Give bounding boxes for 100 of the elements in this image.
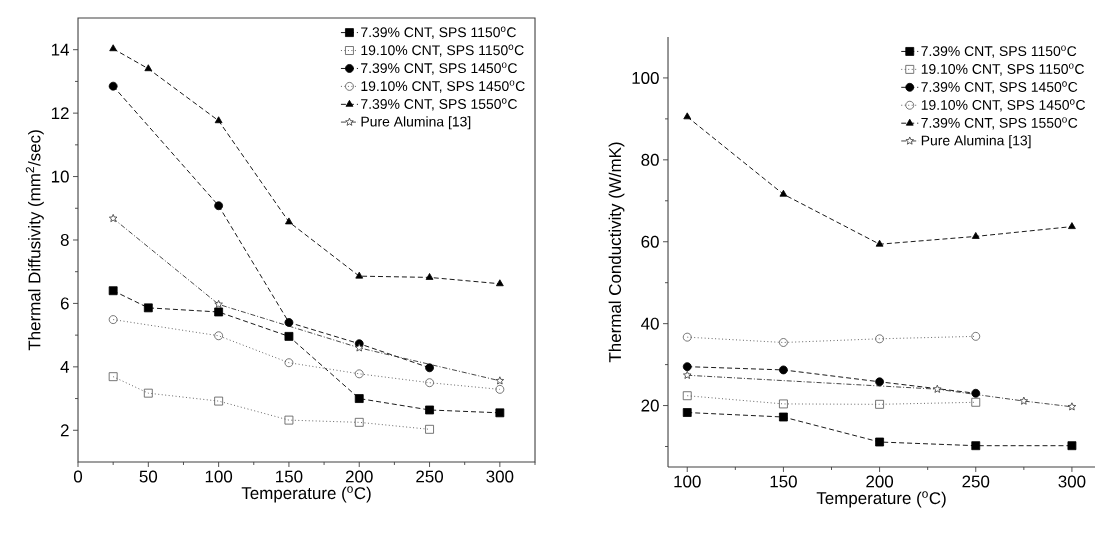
point bbox=[355, 343, 364, 352]
x-tick-label: 0 bbox=[73, 470, 83, 483]
point bbox=[108, 214, 118, 223]
point bbox=[971, 388, 981, 398]
legend-label: 7.39% CNT, SPS 1550$^{o}$C bbox=[361, 98, 517, 111]
y-tick-label: 12 bbox=[51, 107, 69, 120]
point bbox=[971, 232, 980, 239]
y-tick-label: 100 bbox=[632, 71, 659, 84]
point bbox=[875, 377, 884, 387]
x-tick-label: 200 bbox=[866, 475, 894, 488]
point bbox=[214, 396, 224, 406]
point bbox=[425, 405, 434, 415]
point bbox=[284, 415, 294, 425]
y-tick-label: 40 bbox=[641, 317, 659, 330]
point bbox=[425, 363, 434, 373]
y-tick-label: 10 bbox=[51, 170, 69, 183]
legend-label: 19.10% CNT, SPS 1450$^{o}$C bbox=[921, 99, 1086, 112]
point bbox=[683, 112, 692, 120]
point bbox=[682, 391, 692, 401]
point bbox=[875, 334, 884, 344]
point bbox=[779, 399, 788, 409]
point bbox=[143, 388, 153, 398]
point bbox=[971, 397, 981, 407]
point bbox=[495, 376, 505, 385]
legend-label: 19.10% CNT, SPS 1150$^{o}$C bbox=[361, 44, 524, 57]
x-tick-label: 100 bbox=[674, 475, 701, 488]
x-tick-label: 50 bbox=[139, 470, 158, 483]
point bbox=[144, 64, 153, 72]
y-tick-label: 6 bbox=[60, 297, 69, 310]
legend-label: 7.39% CNT, SPS 1150$^{o}$C bbox=[361, 26, 516, 39]
legend-label: 7.39% CNT, SPS 1450$^{o}$C bbox=[921, 81, 1078, 94]
point bbox=[425, 378, 434, 388]
point bbox=[933, 384, 942, 393]
legend-label: Pure Alumina [13] bbox=[921, 135, 1031, 149]
legend-label: 7.39% CNT, SPS 1450$^{o}$C bbox=[361, 62, 517, 75]
x-axis-title: Temperature ($^{o}$C) bbox=[241, 486, 371, 503]
point bbox=[425, 424, 434, 434]
point bbox=[214, 201, 224, 211]
point bbox=[354, 417, 364, 427]
y-tick-label: 60 bbox=[641, 235, 659, 248]
point bbox=[285, 217, 293, 225]
point bbox=[108, 81, 118, 91]
legend-label: 7.39% CNT, SPS 1550$^{o}$C bbox=[921, 117, 1078, 130]
x-tick-label: 150 bbox=[770, 475, 797, 488]
y-axis-title: Thermal Conductivity (W/mK) bbox=[608, 142, 625, 363]
point bbox=[284, 358, 294, 368]
point bbox=[683, 370, 692, 379]
point bbox=[425, 273, 434, 280]
y-tick-label: 4 bbox=[60, 361, 69, 373]
point bbox=[682, 362, 692, 372]
point bbox=[354, 369, 364, 379]
point bbox=[875, 239, 884, 247]
point bbox=[143, 303, 153, 313]
x-tick-label: 250 bbox=[962, 475, 990, 488]
point bbox=[214, 299, 223, 308]
point bbox=[108, 315, 118, 324]
x-axis-title: Temperature ($^{o}$C) bbox=[816, 491, 946, 508]
point bbox=[779, 189, 788, 197]
point bbox=[779, 365, 788, 375]
y-tick-label: 20 bbox=[641, 399, 659, 412]
y-axis-title: Thermal Diffusivity (mm$^{2}$/sec) bbox=[25, 130, 44, 351]
legend-label: 7.39% CNT, SPS 1150$^{o}$C bbox=[921, 45, 1077, 58]
point bbox=[971, 331, 981, 341]
legend-label: Pure Alumina [13] bbox=[361, 116, 471, 130]
y-tick-label: 8 bbox=[60, 233, 69, 246]
point bbox=[214, 307, 224, 317]
point bbox=[495, 384, 505, 394]
point bbox=[1067, 402, 1077, 411]
point bbox=[214, 331, 224, 341]
point bbox=[355, 271, 364, 279]
x-tick-label: 150 bbox=[276, 470, 303, 483]
point bbox=[1068, 222, 1076, 229]
point bbox=[682, 408, 692, 417]
point bbox=[779, 338, 788, 347]
point bbox=[1067, 441, 1077, 451]
point bbox=[284, 318, 294, 327]
y-tick-label: 2 bbox=[60, 424, 69, 437]
point bbox=[108, 286, 118, 296]
y-tick-label: 80 bbox=[641, 153, 659, 166]
point bbox=[108, 372, 118, 382]
point bbox=[682, 332, 692, 342]
point bbox=[109, 44, 118, 52]
legend-label: 19.10% CNT, SPS 1150$^{o}$C bbox=[921, 63, 1084, 76]
point bbox=[354, 394, 364, 403]
x-tick-label: 200 bbox=[345, 470, 373, 483]
x-tick-label: 100 bbox=[205, 470, 233, 483]
point bbox=[971, 441, 981, 451]
point bbox=[779, 412, 788, 422]
x-tick-label: 250 bbox=[416, 470, 444, 483]
point bbox=[1019, 396, 1029, 405]
point bbox=[875, 437, 884, 447]
point bbox=[495, 408, 505, 418]
point bbox=[875, 399, 884, 409]
point bbox=[495, 279, 504, 287]
x-tick-label: 300 bbox=[1058, 475, 1086, 488]
legend-label: 19.10% CNT, SPS 1450$^{o}$C bbox=[361, 80, 525, 93]
x-tick-label: 300 bbox=[486, 470, 514, 483]
point bbox=[214, 116, 223, 124]
y-tick-label: 14 bbox=[51, 43, 69, 56]
point bbox=[284, 331, 294, 341]
